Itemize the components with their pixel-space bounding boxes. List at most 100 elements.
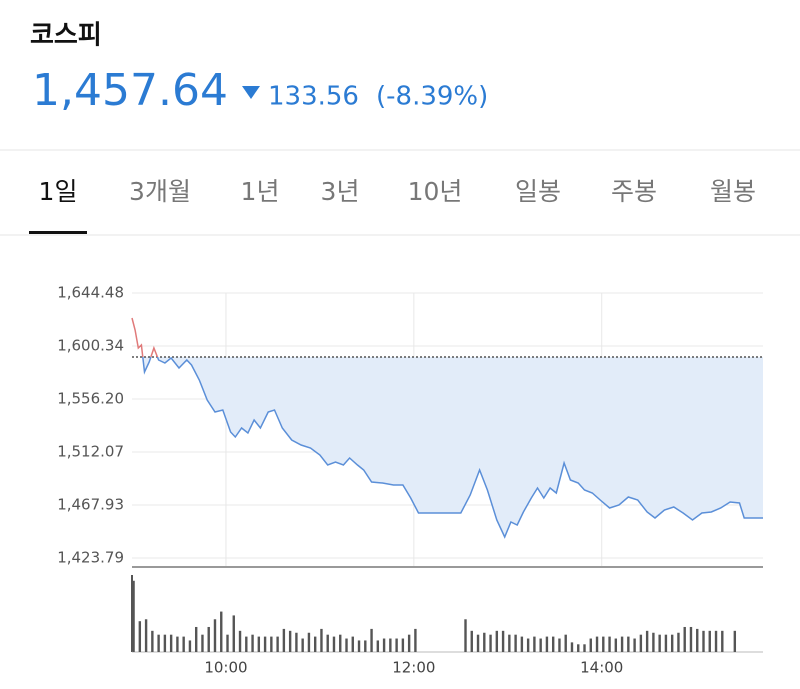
- volume-bar: [652, 632, 655, 652]
- price: 1,457.64: [32, 65, 228, 116]
- x-tick-label: 14:00: [580, 659, 623, 677]
- volume-bar: [270, 636, 273, 652]
- volume-bar: [364, 640, 367, 652]
- volume-bar: [339, 634, 342, 652]
- volume-bar: [263, 636, 267, 652]
- volume-bar: [257, 636, 261, 652]
- volume-bar: [470, 630, 473, 652]
- volume-bar: [564, 634, 567, 652]
- tab[interactable]: 1일: [39, 177, 78, 206]
- volume-bar: [514, 634, 517, 652]
- volume-bar: [533, 636, 536, 652]
- volume-bar: [226, 634, 229, 652]
- volume-bar: [464, 619, 467, 652]
- volume-bar: [144, 619, 148, 652]
- tab[interactable]: 10년: [408, 177, 463, 206]
- chart: 1,644.48 1,600.34 1,556.20 1,512.07 1,467.93…: [57, 284, 763, 677]
- volume-bar: [483, 632, 486, 652]
- volume-bar: [614, 638, 618, 652]
- volume-bar: [696, 628, 699, 652]
- volume-bar: [245, 636, 248, 652]
- volume-bar: [188, 640, 192, 652]
- volume-bar: [489, 634, 492, 652]
- volume-bar: [382, 638, 386, 652]
- volume-bar: [169, 634, 173, 652]
- volume-bar: [132, 580, 135, 652]
- volume-bar: [332, 636, 336, 652]
- volume-bar: [414, 628, 417, 652]
- volume-bar: [526, 638, 530, 652]
- tab[interactable]: 3년: [321, 177, 360, 206]
- change-pct: (-8.39%): [376, 82, 488, 112]
- volume-bar: [326, 634, 329, 652]
- y-tick-label: 1,600.34: [57, 337, 124, 355]
- x-tick-label: 12:00: [392, 659, 435, 677]
- volume-bar: [220, 611, 223, 652]
- volume-bar: [558, 638, 561, 652]
- index-title: 코스피: [30, 21, 102, 51]
- volume-bar: [721, 630, 724, 652]
- volume-bar: [689, 626, 693, 652]
- volume-bar: [595, 636, 599, 652]
- y-tick-label: 1,512.07: [57, 442, 124, 460]
- volume-bar: [602, 636, 605, 652]
- volume-bar: [301, 638, 304, 652]
- volume-bar: [345, 638, 348, 652]
- volume-bar: [702, 630, 705, 652]
- tab-underline: [29, 231, 87, 234]
- volume-bar: [501, 630, 505, 652]
- volume-bar: [138, 621, 142, 652]
- volume-bar: [495, 630, 499, 652]
- volume-bar: [357, 640, 361, 652]
- volume-bar: [658, 634, 661, 652]
- volume-bar: [313, 636, 317, 652]
- volume-bar: [583, 644, 586, 652]
- tab[interactable]: 1년: [241, 177, 280, 206]
- volume-bar: [282, 628, 286, 652]
- volume-bar: [389, 638, 392, 652]
- tab-bar: 1일 3개월 1년 3년 10년 일봉 주봉 월봉: [29, 177, 756, 234]
- volume-bar: [351, 636, 354, 652]
- tab[interactable]: 월봉: [710, 177, 756, 206]
- volume-bar: [589, 638, 592, 652]
- tab[interactable]: 주봉: [611, 177, 657, 206]
- price-line: [142, 356, 763, 539]
- volume-bar: [645, 630, 649, 652]
- volume-bar: [251, 634, 254, 652]
- y-tick-label: 1,644.48: [57, 284, 124, 302]
- volume-bar: [570, 642, 574, 652]
- volume-bar: [407, 634, 411, 652]
- down-arrow: [242, 86, 260, 99]
- volume-bar: [508, 634, 511, 652]
- volume-bar: [182, 636, 185, 652]
- volume-bar: [163, 634, 167, 652]
- volume-bar: [376, 640, 380, 652]
- volume-bar: [539, 638, 542, 652]
- change: 133.56: [268, 82, 359, 112]
- volume-bar: [201, 634, 204, 652]
- volume-bar: [307, 632, 311, 652]
- tab[interactable]: 일봉: [515, 177, 561, 206]
- volume-bar: [370, 628, 373, 652]
- volume-bar: [207, 626, 210, 652]
- volume-bar: [151, 630, 154, 652]
- volume-bar: [551, 636, 555, 652]
- volume-bar: [677, 632, 680, 652]
- volume-bar: [238, 630, 242, 652]
- volume-bar: [395, 638, 398, 652]
- volume-bar: [664, 634, 668, 652]
- y-tick-label: 1,556.20: [57, 390, 124, 408]
- volume-bar: [627, 636, 630, 652]
- volume-bar: [295, 632, 298, 652]
- volume-bar: [213, 619, 217, 652]
- volume-bar: [232, 615, 235, 652]
- volume-bar: [714, 630, 718, 652]
- tab[interactable]: 3개월: [129, 177, 191, 206]
- volume-bar: [670, 634, 674, 652]
- volume-bar: [476, 634, 480, 652]
- volume-bar: [620, 636, 624, 652]
- volume-bar: [288, 630, 292, 652]
- volume-bar: [608, 636, 611, 652]
